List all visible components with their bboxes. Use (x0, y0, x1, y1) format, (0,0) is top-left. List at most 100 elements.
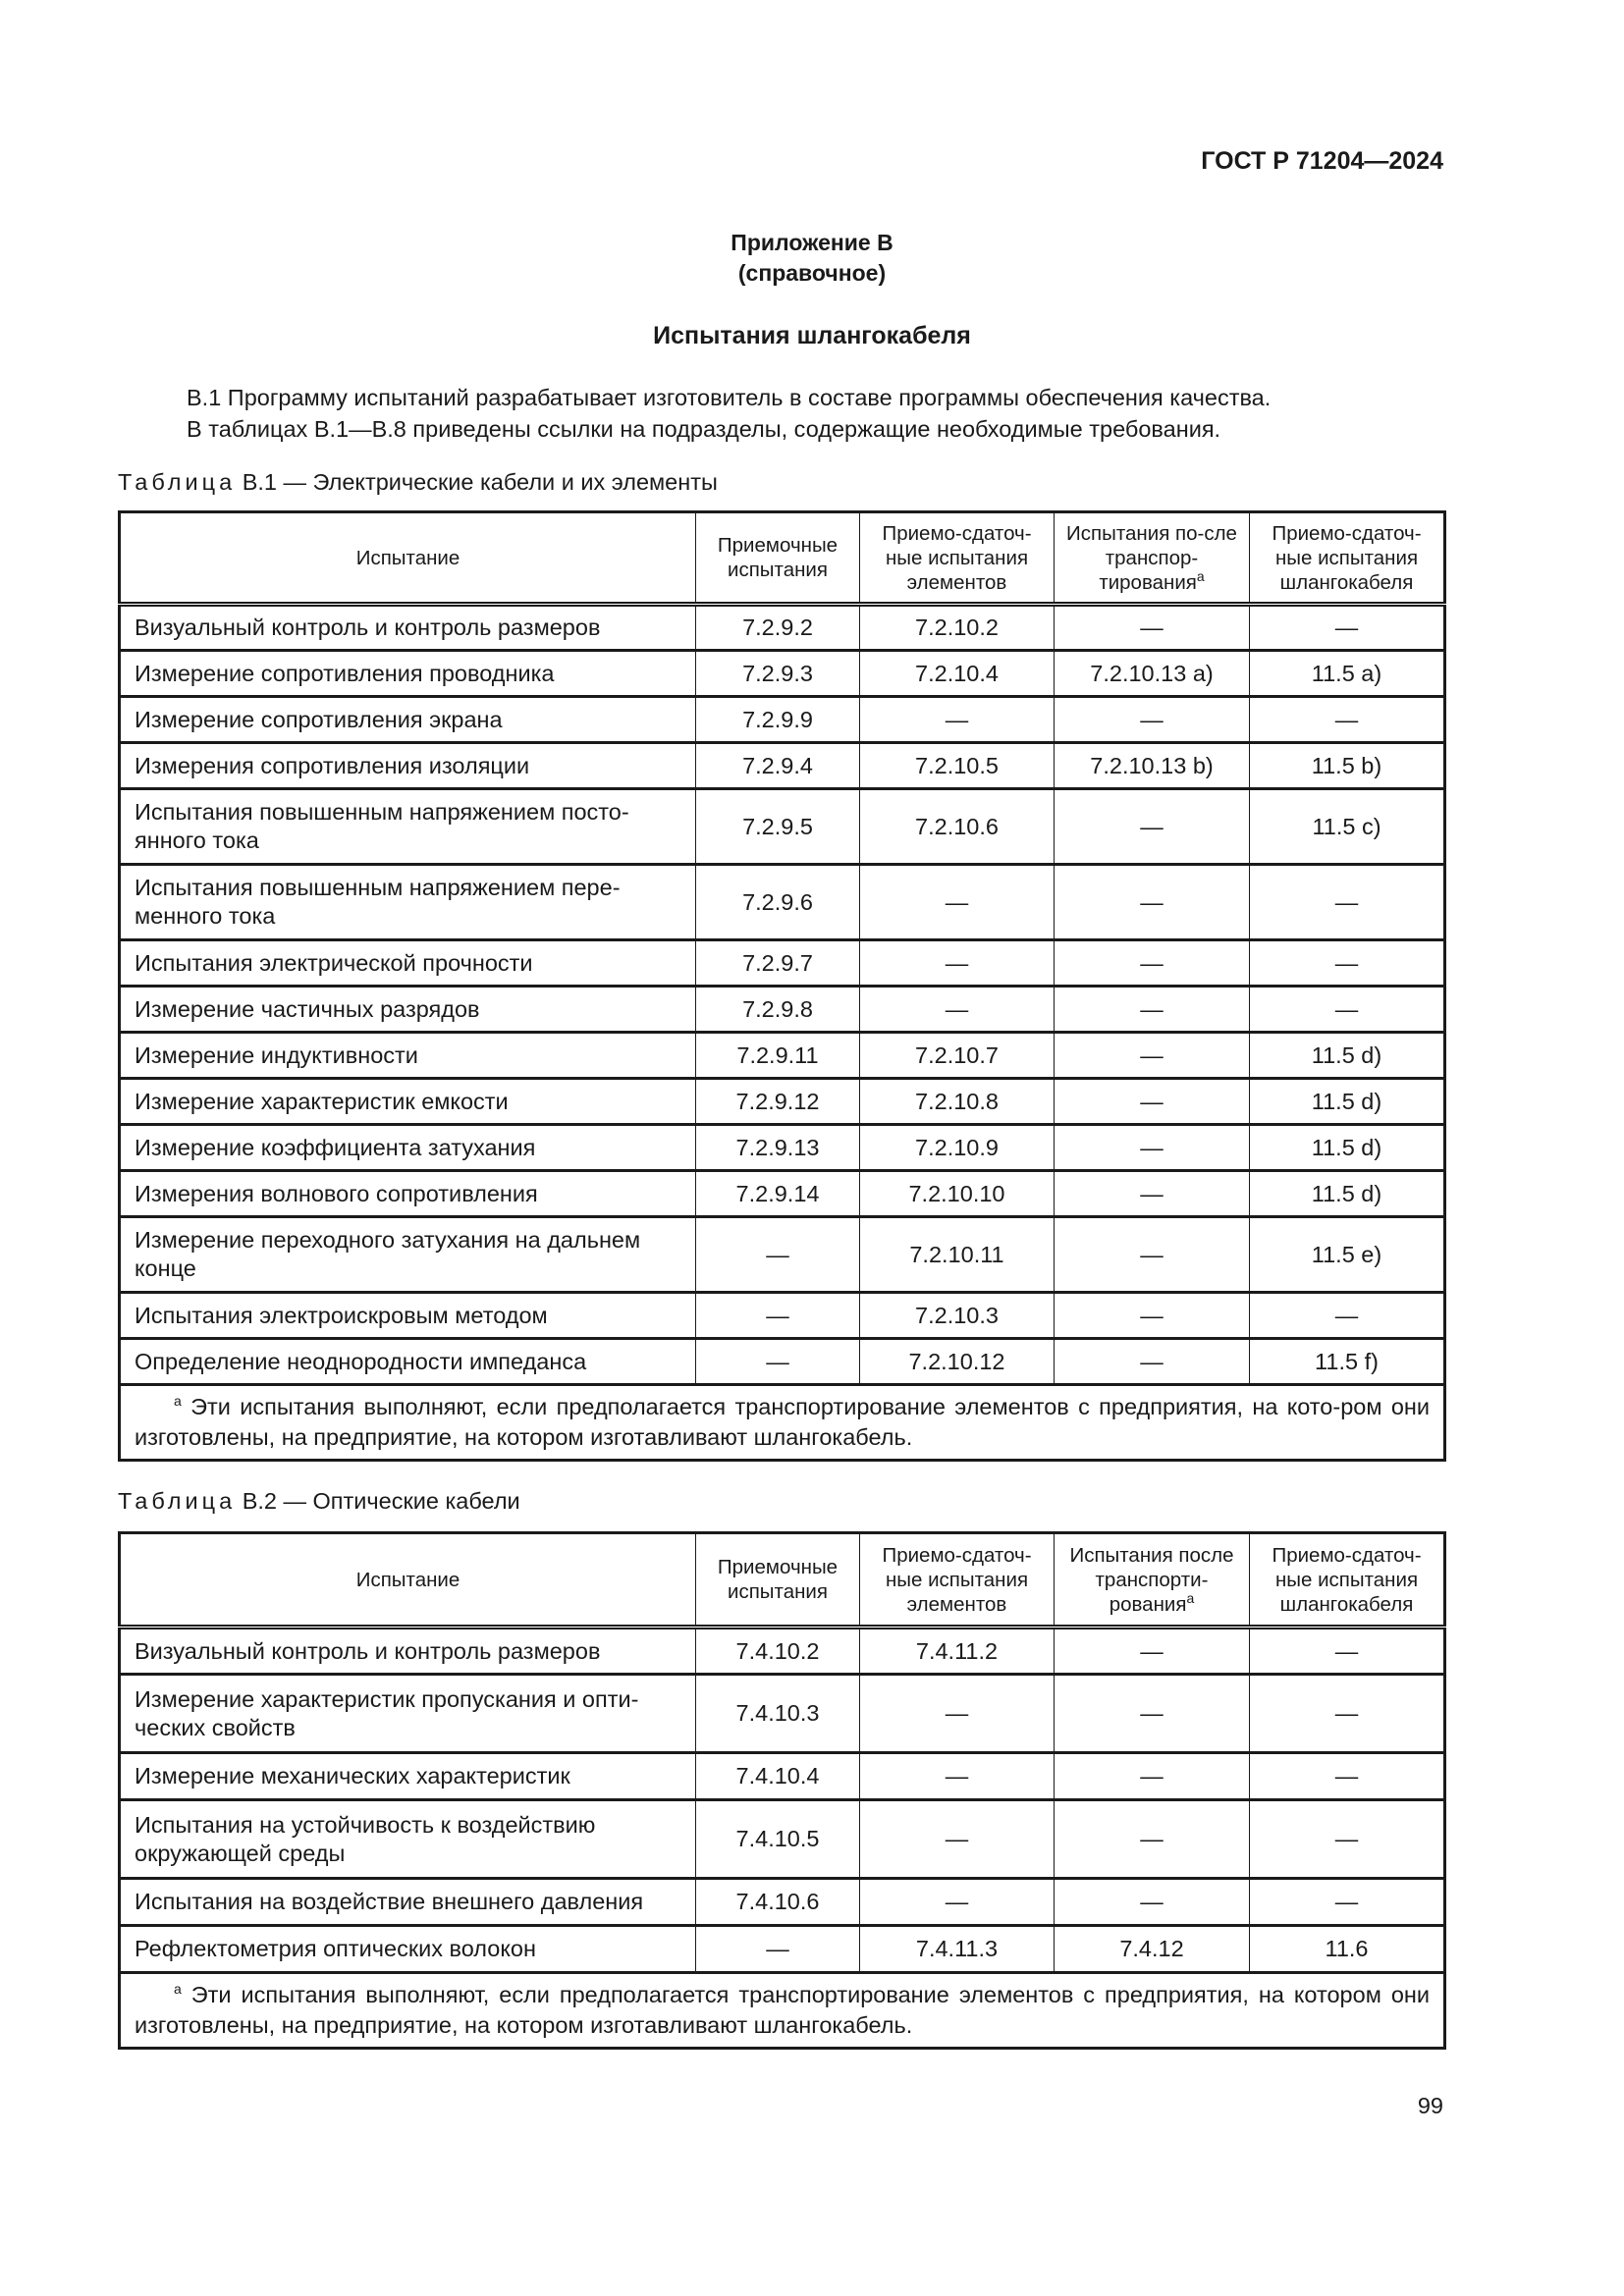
test-name-cell: Измерения волнового сопротивления (119, 1170, 696, 1217)
appendix-heading: Приложение В (справочное) (0, 228, 1624, 289)
appendix-kind: (справочное) (737, 260, 887, 286)
test-name-cell: Измерение частичных разрядов (119, 986, 696, 1033)
reference-cell: 7.2.9.3 (695, 650, 860, 697)
reference-cell: 7.2.10.9 (859, 1124, 1055, 1171)
reference-cell: 7.4.10.5 (695, 1799, 860, 1879)
column-header: Испытания после транспорти-рованияa (1054, 1532, 1250, 1628)
table-caption: Таблица В.1 — Электрические кабели и их … (118, 469, 718, 496)
reference-cell: — (1249, 1292, 1445, 1339)
reference-cell: — (1249, 939, 1445, 987)
table-row: Визуальный контроль и контроль размеров 7… (119, 1627, 1445, 1675)
reference-cell: 11.5 a) (1249, 650, 1445, 697)
reference-cell: — (1054, 1338, 1250, 1385)
reference-cell: 7.2.10.5 (859, 742, 1055, 789)
reference-cell: 7.2.9.12 (695, 1078, 860, 1125)
reference-cell: — (859, 939, 1055, 987)
reference-cell: — (1054, 864, 1250, 940)
reference-cell: — (1054, 1799, 1250, 1879)
reference-cell: — (859, 864, 1055, 940)
reference-cell: — (1249, 1674, 1445, 1753)
test-name-cell: Испытания на воздействие внешнего давлен… (119, 1878, 696, 1926)
reference-cell: — (859, 1674, 1055, 1753)
reference-cell: 7.2.9.11 (695, 1032, 860, 1079)
column-header-label: Испытание (355, 1568, 460, 1591)
footnote-mark: a (1196, 567, 1205, 584)
reference-cell: 7.2.9.14 (695, 1170, 860, 1217)
reference-cell: — (1054, 1878, 1250, 1926)
reference-cell: 7.2.9.6 (695, 864, 860, 940)
appendix-label: Приложение В (731, 230, 893, 255)
test-name-cell: Измерение сопротивления экрана (119, 696, 696, 743)
test-name-cell: Измерение переходного затухания на дальн… (119, 1216, 696, 1293)
footnote-text: Эти испытания выполняют, если предполага… (135, 1982, 1431, 2038)
reference-cell: 7.2.10.13 a) (1054, 650, 1250, 697)
reference-cell: — (859, 986, 1055, 1033)
test-name-cell: Измерения сопротивления изоляции (119, 742, 696, 789)
reference-cell: 11.5 b) (1249, 742, 1445, 789)
column-header-label: Приемо-сдаточ-ные испытания шлангокабеля (1272, 1543, 1422, 1616)
reference-cell: 7.4.11.2 (859, 1627, 1055, 1675)
test-name-cell: Визуальный контроль и контроль размеров (119, 604, 696, 651)
reference-cell: — (1054, 1124, 1250, 1171)
column-header: Приемо-сдаточ-ные испытания шлангокабеля (1249, 1532, 1445, 1628)
column-header-label: Приемо-сдаточ-ные испытания элементов (882, 521, 1032, 594)
column-header: Приемо-сдаточ-ные испытания шлангокабеля (1249, 511, 1445, 605)
reference-cell: — (695, 1292, 860, 1339)
reference-cell: 11.5 e) (1249, 1216, 1445, 1293)
test-name-cell: Испытания на устойчивость к воздействию … (119, 1799, 696, 1879)
page-number: 99 (1417, 2093, 1443, 2118)
reference-cell: — (1249, 696, 1445, 743)
footnote-mark: a (1186, 1589, 1195, 1606)
caption-word: Таблица (118, 469, 237, 495)
caption-text: В.2 — Оптические кабели (242, 1488, 520, 1514)
test-name-cell: Испытания электрической прочности (119, 939, 696, 987)
footnote-row: a Эти испытания выполняют, если предпола… (119, 1384, 1445, 1461)
column-header: Испытания по-сле транспор-тированияa (1054, 511, 1250, 605)
column-header-label: Испытания по-сле транспор-тирования (1066, 521, 1237, 594)
reference-cell: — (695, 1925, 860, 1973)
intro-paragraph: В.1 Программу испытаний разрабатывает из… (187, 385, 1272, 410)
test-name-cell: Испытания электроискровым методом (119, 1292, 696, 1339)
table-row: Испытания на устойчивость к воздействию … (119, 1799, 1445, 1879)
reference-cell: 7.4.10.4 (695, 1752, 860, 1800)
caption-text: В.1 — Электрические кабели и их элементы (242, 469, 718, 495)
reference-cell: 7.2.10.13 b) (1054, 742, 1250, 789)
reference-cell: — (695, 1338, 860, 1385)
table-row: Измерение характеристик емкости 7.2.9.12 7… (119, 1078, 1445, 1125)
table-row: Измерение сопротивления экрана 7.2.9.9— — — (119, 696, 1445, 743)
test-name-cell: Измерение индуктивности (119, 1032, 696, 1079)
table-row: Измерение индуктивности 7.2.9.11 7.2.10.7—… (119, 1032, 1445, 1079)
reference-cell: 7.2.9.7 (695, 939, 860, 987)
reference-cell: 11.5 d) (1249, 1124, 1445, 1171)
footnote-cell: a Эти испытания выполняют, если предпола… (119, 1384, 1445, 1461)
reference-cell: 11.5 f) (1249, 1338, 1445, 1385)
reference-cell: 7.4.10.6 (695, 1878, 860, 1926)
table-row: Измерение сопротивления проводника 7.2.9.… (119, 650, 1445, 697)
reference-cell: 7.4.11.3 (859, 1925, 1055, 1973)
reference-cell: 7.4.10.2 (695, 1627, 860, 1675)
reference-cell: 7.2.10.2 (859, 604, 1055, 651)
reference-cell: — (1054, 604, 1250, 651)
table-caption: Таблица В.2 — Оптические кабели (118, 1488, 520, 1515)
reference-cell: — (1054, 1170, 1250, 1217)
reference-cell: 7.2.10.6 (859, 788, 1055, 865)
reference-cell: — (1249, 1752, 1445, 1800)
reference-cell: 7.2.9.9 (695, 696, 860, 743)
header-row: Испытание Приемочные испытания Приемо-сдат… (119, 1532, 1445, 1628)
reference-cell: 7.2.9.2 (695, 604, 860, 651)
reference-cell: — (1054, 696, 1250, 743)
column-header: Испытание (119, 511, 696, 605)
reference-cell: 7.2.10.8 (859, 1078, 1055, 1125)
header-row: Испытание Приемочные испытания Приемо-сдат… (119, 511, 1445, 605)
table-row: Измерение механических характеристик 7.4.… (119, 1752, 1445, 1800)
reference-cell: 7.2.10.4 (859, 650, 1055, 697)
table-row: Испытания электрической прочности 7.2.9.7… (119, 939, 1445, 987)
table-row: Измерение характеристик пропускания и оп… (119, 1674, 1445, 1753)
reference-cell: 7.2.9.8 (695, 986, 860, 1033)
column-header: Приемо-сдаточ-ные испытания элементов (859, 511, 1055, 605)
column-header-label: Приемочные испытания (717, 1556, 839, 1603)
reference-cell: — (1054, 939, 1250, 987)
caption-word: Таблица (118, 1488, 237, 1514)
intro-paragraph: В таблицах В.1—В.8 приведены ссылки на п… (187, 416, 1221, 442)
reference-cell: 11.6 (1249, 1925, 1445, 1973)
